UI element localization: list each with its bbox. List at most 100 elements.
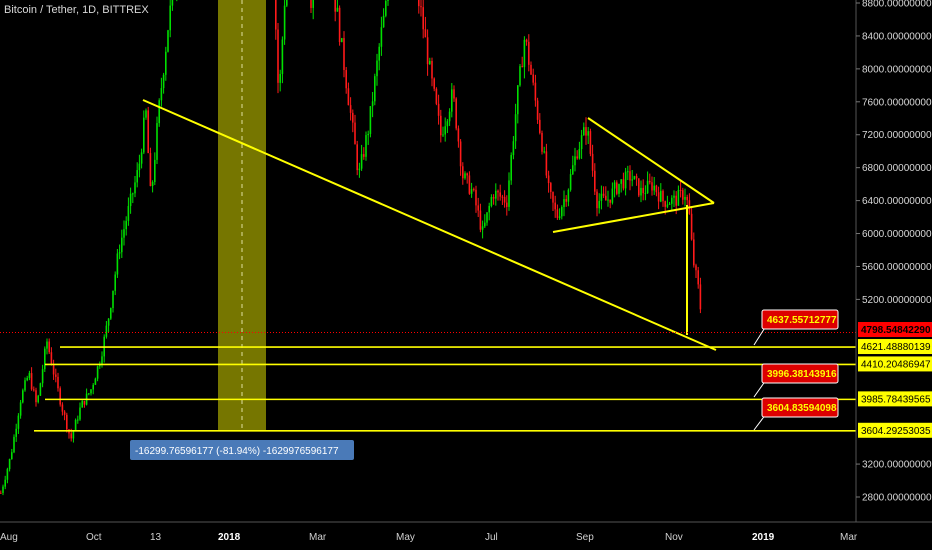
candle-body (504, 197, 506, 203)
candle-body (110, 308, 112, 319)
price-tick-label: 5200.00000000 (862, 295, 932, 306)
candle-body (117, 254, 119, 275)
candle-body (84, 401, 86, 405)
price-tick-label: 5600.00000000 (862, 262, 932, 273)
candle-body (383, 16, 385, 27)
candle-body (440, 116, 442, 135)
candle-body (526, 40, 528, 42)
candle-body (636, 176, 638, 178)
candle-body (438, 104, 440, 116)
measurement-tooltip: -16299.76596177 (-81.94%) -1629976596177 (130, 440, 354, 460)
candle-body (513, 141, 515, 155)
candle-body (653, 186, 655, 191)
candle-body (31, 373, 33, 389)
candle-body (693, 239, 695, 265)
candle-body (682, 190, 684, 200)
candle-body (147, 110, 149, 153)
candle-body (625, 172, 627, 189)
candle-body (541, 133, 543, 152)
candle-body (596, 192, 598, 209)
price-tick-label: 3200.00000000 (862, 460, 932, 471)
callouts-group: 4637.55712777 3996.38143916 3604.83594098 (754, 310, 838, 430)
candle-body (517, 85, 519, 114)
candle-body (15, 429, 17, 437)
candle-body (75, 420, 77, 431)
price-tick-label: 8400.00000000 (862, 31, 932, 42)
time-tick-label: Nov (665, 532, 683, 543)
candle-body (686, 197, 688, 200)
candle-body (108, 319, 110, 326)
candle-body (436, 89, 438, 104)
candle-body (594, 171, 596, 192)
candle-body (530, 65, 532, 75)
candle-body (664, 201, 666, 207)
candle-body (141, 152, 143, 163)
candle-body (466, 173, 468, 175)
candle-body (420, 6, 422, 7)
candle-body (662, 191, 664, 201)
candle-body (284, 6, 286, 40)
candle-body (348, 88, 350, 105)
candle-body (114, 275, 116, 291)
time-tick-label: Mar (309, 532, 327, 543)
candle-body (345, 70, 347, 88)
candle-body (645, 193, 647, 194)
candle-body (18, 416, 20, 429)
candle-body (26, 378, 28, 380)
time-tick-label: 13 (150, 532, 162, 543)
candle-body (491, 197, 493, 206)
candle-body (592, 154, 594, 171)
candle-body (607, 200, 609, 201)
candle-body (532, 74, 534, 82)
candle-body (442, 134, 444, 135)
candle-body (57, 377, 59, 388)
candle-body (367, 134, 369, 135)
candle-body (128, 206, 130, 221)
candle-body (59, 388, 61, 404)
candle-body (7, 469, 9, 480)
candle-body (88, 393, 90, 394)
candle-body (565, 199, 567, 202)
candle-body (70, 433, 72, 438)
time-tick-label: 2018 (218, 532, 241, 543)
candle-body (477, 205, 479, 210)
candle-body (4, 480, 6, 487)
candle-body (543, 151, 545, 152)
price-tick-label: 7200.00000000 (862, 130, 932, 141)
time-tick-label: Sep (576, 532, 594, 543)
candle-body (161, 88, 163, 100)
level-price-label: 3604.29253035 (861, 426, 931, 437)
candle-body (497, 191, 499, 193)
candle-body (0, 493, 2, 494)
candle-body (462, 166, 464, 178)
candle-body (51, 352, 53, 365)
candle-body (150, 153, 152, 186)
candle-body (605, 196, 607, 201)
candle-body (508, 180, 510, 206)
candle-body (521, 66, 523, 67)
candle-body (449, 112, 451, 122)
candle-body (649, 181, 651, 182)
candle-body (112, 291, 114, 308)
candle-body (475, 190, 477, 206)
candle-body (35, 390, 37, 402)
candle-body (279, 74, 281, 83)
candle-body (286, 0, 288, 6)
candle-body (700, 284, 702, 309)
candle-body (363, 154, 365, 157)
candle-body (464, 173, 466, 178)
candle-body (277, 30, 279, 83)
candle-body (422, 7, 424, 29)
price-tick-label: 6800.00000000 (862, 163, 932, 174)
candle-body (669, 204, 671, 205)
candle-body (381, 27, 383, 46)
candle-body (172, 0, 174, 6)
candle-body (528, 42, 530, 65)
candle-body (22, 390, 24, 402)
candle-body (365, 135, 367, 157)
candle-body (139, 164, 141, 170)
candle-body (484, 223, 486, 227)
candle-body (614, 182, 616, 188)
